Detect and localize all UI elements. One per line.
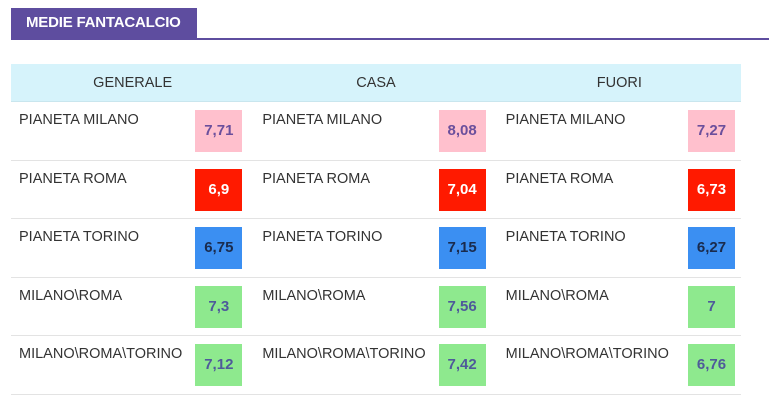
- table-header: GENERALE CASA FUORI: [11, 64, 741, 102]
- average-badge: 7,04: [438, 168, 486, 211]
- team-name: MILANO\ROMA: [19, 287, 123, 304]
- table-row: MILANO\ROMA 7,3 MILANO\ROMA 7,56 MILANO\ROMA…: [11, 278, 741, 337]
- table-cell: PIANETA ROMA 6,9: [11, 161, 254, 219]
- section-header: MEDIE FANTACALCIO: [11, 8, 769, 40]
- average-badge: 7,3: [195, 285, 243, 328]
- team-name: PIANETA MILANO: [19, 112, 139, 128]
- column-header-generale: GENERALE: [93, 75, 173, 91]
- column-header-casa: CASA: [356, 75, 396, 91]
- table-cell: PIANETA TORINO 6,75: [11, 219, 254, 277]
- average-badge: 6,73: [687, 168, 735, 211]
- average-badge: 8,08: [438, 110, 486, 152]
- table-cell: MILANO\ROMA\TORINO 6,76: [498, 336, 741, 394]
- team-name: PIANETA ROMA: [19, 170, 127, 187]
- table-cell: MILANO\ROMA 7,3: [11, 278, 254, 336]
- average-badge: 6,27: [687, 227, 735, 270]
- table-cell: MILANO\ROMA\TORINO 7,12: [11, 336, 254, 394]
- average-badge: 6,76: [687, 344, 735, 387]
- table-row: PIANETA MILANO 7,71 PIANETA MILANO 8,08 PIAN…: [11, 102, 741, 161]
- average-badge: 7,27: [687, 110, 735, 152]
- team-name: PIANETA MILANO: [262, 112, 383, 128]
- average-badge: 6,75: [195, 227, 243, 270]
- team-name: MILANO\ROMA\TORINO: [19, 346, 183, 363]
- table-cell: PIANETA TORINO 6,27: [498, 219, 741, 277]
- average-badge: 7,15: [438, 227, 486, 270]
- table-cell: PIANETA ROMA 6,73: [498, 161, 741, 219]
- team-name: PIANETA ROMA: [262, 170, 371, 187]
- team-name: MILANO\ROMA\TORINO: [262, 346, 426, 363]
- average-badge: 7,42: [438, 344, 486, 387]
- average-badge: 7,71: [195, 110, 243, 152]
- table-cell: PIANETA MILANO 7,27: [498, 102, 741, 160]
- average-badge: 7,12: [195, 344, 243, 387]
- table-cell: MILANO\ROMA 7: [498, 278, 741, 336]
- table-cell: PIANETA ROMA 7,04: [254, 161, 497, 219]
- table-cell: PIANETA MILANO 7,71: [11, 102, 254, 160]
- table-cell: PIANETA MILANO 8,08: [254, 102, 497, 160]
- table-row: PIANETA TORINO 6,75 PIANETA TORINO 7,15 PIAN…: [11, 219, 741, 278]
- team-name: PIANETA ROMA: [505, 170, 614, 187]
- team-name: PIANETA TORINO: [262, 229, 383, 246]
- average-badge: 6,9: [195, 168, 243, 211]
- section-title: MEDIE FANTACALCIO: [11, 8, 197, 38]
- table-cell: PIANETA TORINO 7,15: [254, 219, 497, 277]
- average-badge: 7: [687, 285, 735, 328]
- table-row: PIANETA ROMA 6,9 PIANETA ROMA 7,04 PIANETA R…: [11, 161, 741, 220]
- team-name: PIANETA TORINO: [505, 229, 626, 246]
- table-cell: MILANO\ROMA\TORINO 7,42: [254, 336, 497, 394]
- table-cell: MILANO\ROMA 7,56: [254, 278, 497, 336]
- team-name: MILANO\ROMA: [505, 287, 609, 304]
- team-name: MILANO\ROMA\TORINO: [505, 346, 669, 363]
- team-name: PIANETA TORINO: [19, 229, 140, 246]
- team-name: MILANO\ROMA: [262, 287, 366, 304]
- averages-table: GENERALE CASA FUORI PIANETA MILANO 7,71 PI…: [11, 64, 741, 395]
- column-header-fuori: FUORI: [596, 75, 642, 91]
- average-badge: 7,56: [438, 285, 486, 328]
- table-body: PIANETA MILANO 7,71 PIANETA MILANO 8,08 PIAN…: [11, 102, 741, 395]
- team-name: PIANETA MILANO: [505, 112, 626, 128]
- table-row: MILANO\ROMA\TORINO 7,12 MILANO\ROMA\TORINO…: [11, 336, 741, 395]
